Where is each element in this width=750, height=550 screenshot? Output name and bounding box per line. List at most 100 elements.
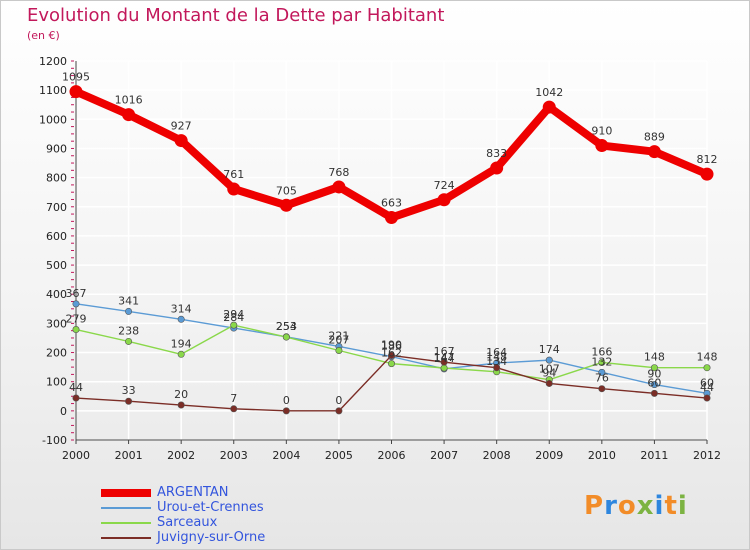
- data-point: [385, 211, 398, 225]
- x-tick-label: 2007: [430, 449, 458, 462]
- x-tick-label: 2006: [378, 449, 406, 462]
- data-point: [490, 161, 504, 175]
- logo-letter: r: [604, 491, 618, 521]
- legend-label: Urou-et-Crennes: [157, 500, 264, 515]
- data-label: 148: [486, 351, 507, 364]
- data-point: [335, 346, 343, 354]
- data-point: [332, 180, 346, 194]
- x-tick-label: 2003: [220, 449, 248, 462]
- data-label: 663: [381, 197, 402, 210]
- data-label: 761: [223, 168, 244, 181]
- logo-letter: t: [664, 491, 678, 521]
- y-tick-label: -100: [42, 434, 67, 447]
- data-label: 768: [328, 166, 349, 179]
- data-label: 367: [66, 287, 87, 300]
- y-tick-label: 1000: [39, 113, 67, 126]
- data-label: 1095: [62, 71, 90, 84]
- x-tick-label: 2010: [588, 449, 616, 462]
- data-point: [650, 364, 658, 372]
- data-point: [545, 356, 553, 364]
- y-tick-label: 900: [46, 142, 67, 155]
- legend-swatch: [101, 537, 151, 539]
- data-point: [598, 368, 606, 376]
- data-point: [335, 407, 343, 415]
- y-tick-label: 600: [46, 230, 67, 243]
- data-point: [230, 321, 238, 329]
- data-point: [650, 381, 658, 389]
- y-tick-label: 200: [46, 347, 67, 360]
- y-tick-label: 1100: [39, 84, 67, 97]
- data-label: 1042: [535, 86, 563, 99]
- data-point: [595, 139, 609, 153]
- data-point: [72, 326, 80, 334]
- data-label: 107: [539, 363, 560, 376]
- data-label: 76: [595, 372, 609, 385]
- data-point: [227, 182, 241, 196]
- data-label: 186: [381, 340, 402, 353]
- data-label: 294: [223, 308, 244, 321]
- data-label: 207: [328, 333, 349, 346]
- data-label: 166: [591, 345, 612, 358]
- data-label: 889: [644, 131, 665, 144]
- data-point: [282, 407, 290, 415]
- data-label: 144: [434, 352, 455, 365]
- data-point: [387, 351, 395, 359]
- data-point: [282, 333, 290, 341]
- legend-label: Juvigny-sur-Orne: [157, 530, 266, 545]
- x-tick-label: 2012: [693, 449, 721, 462]
- data-point: [177, 401, 185, 409]
- y-tick-label: 400: [46, 288, 67, 301]
- data-label: 0: [283, 394, 290, 407]
- x-tick-label: 2000: [62, 449, 90, 462]
- data-label: 174: [539, 343, 560, 356]
- y-tick-label: 100: [46, 376, 67, 389]
- data-point: [174, 134, 188, 148]
- x-tick-label: 2002: [167, 449, 195, 462]
- data-point: [598, 385, 606, 393]
- data-point: [122, 108, 136, 122]
- data-point: [72, 300, 80, 308]
- data-label: 279: [66, 313, 87, 326]
- data-point: [542, 100, 556, 114]
- data-label: 44: [700, 381, 714, 394]
- x-tick-label: 2008: [483, 449, 511, 462]
- data-label: 7: [230, 392, 237, 405]
- data-point: [125, 307, 133, 315]
- data-label: 134: [486, 355, 507, 368]
- y-tick-label: 500: [46, 259, 67, 272]
- data-point: [230, 405, 238, 413]
- x-tick-label: 2009: [535, 449, 563, 462]
- data-label: 253: [276, 320, 297, 333]
- legend-swatch: [101, 522, 151, 524]
- chart-title: Evolution du Montant de la Dette par Hab…: [27, 5, 445, 26]
- legend-swatch: [101, 489, 151, 497]
- data-point: [125, 397, 133, 405]
- chart-subtitle: (en €): [27, 29, 60, 42]
- data-point: [650, 389, 658, 397]
- legend-swatch: [101, 507, 151, 509]
- legend-label: ARGENTAN: [157, 485, 229, 500]
- logo-letter: x: [636, 491, 655, 521]
- y-tick-label: 0: [60, 405, 67, 418]
- x-tick-label: 2004: [272, 449, 300, 462]
- data-point: [703, 394, 711, 402]
- data-label: 927: [171, 120, 192, 133]
- x-tick-label: 2005: [325, 449, 353, 462]
- data-label: 724: [434, 179, 455, 192]
- data-label: 44: [69, 381, 83, 394]
- data-label: 90: [647, 368, 661, 381]
- data-label: 910: [591, 125, 612, 138]
- data-label: 164: [486, 346, 507, 359]
- logo-letter: P: [584, 491, 605, 521]
- y-tick-label: 300: [46, 317, 67, 330]
- data-point: [598, 358, 606, 366]
- data-label: 1016: [115, 94, 143, 107]
- data-point: [387, 360, 395, 368]
- data-label: 148: [644, 351, 665, 364]
- data-point: [545, 379, 553, 387]
- data-label: 238: [118, 324, 139, 337]
- data-label: 147: [434, 351, 455, 364]
- data-point: [177, 315, 185, 323]
